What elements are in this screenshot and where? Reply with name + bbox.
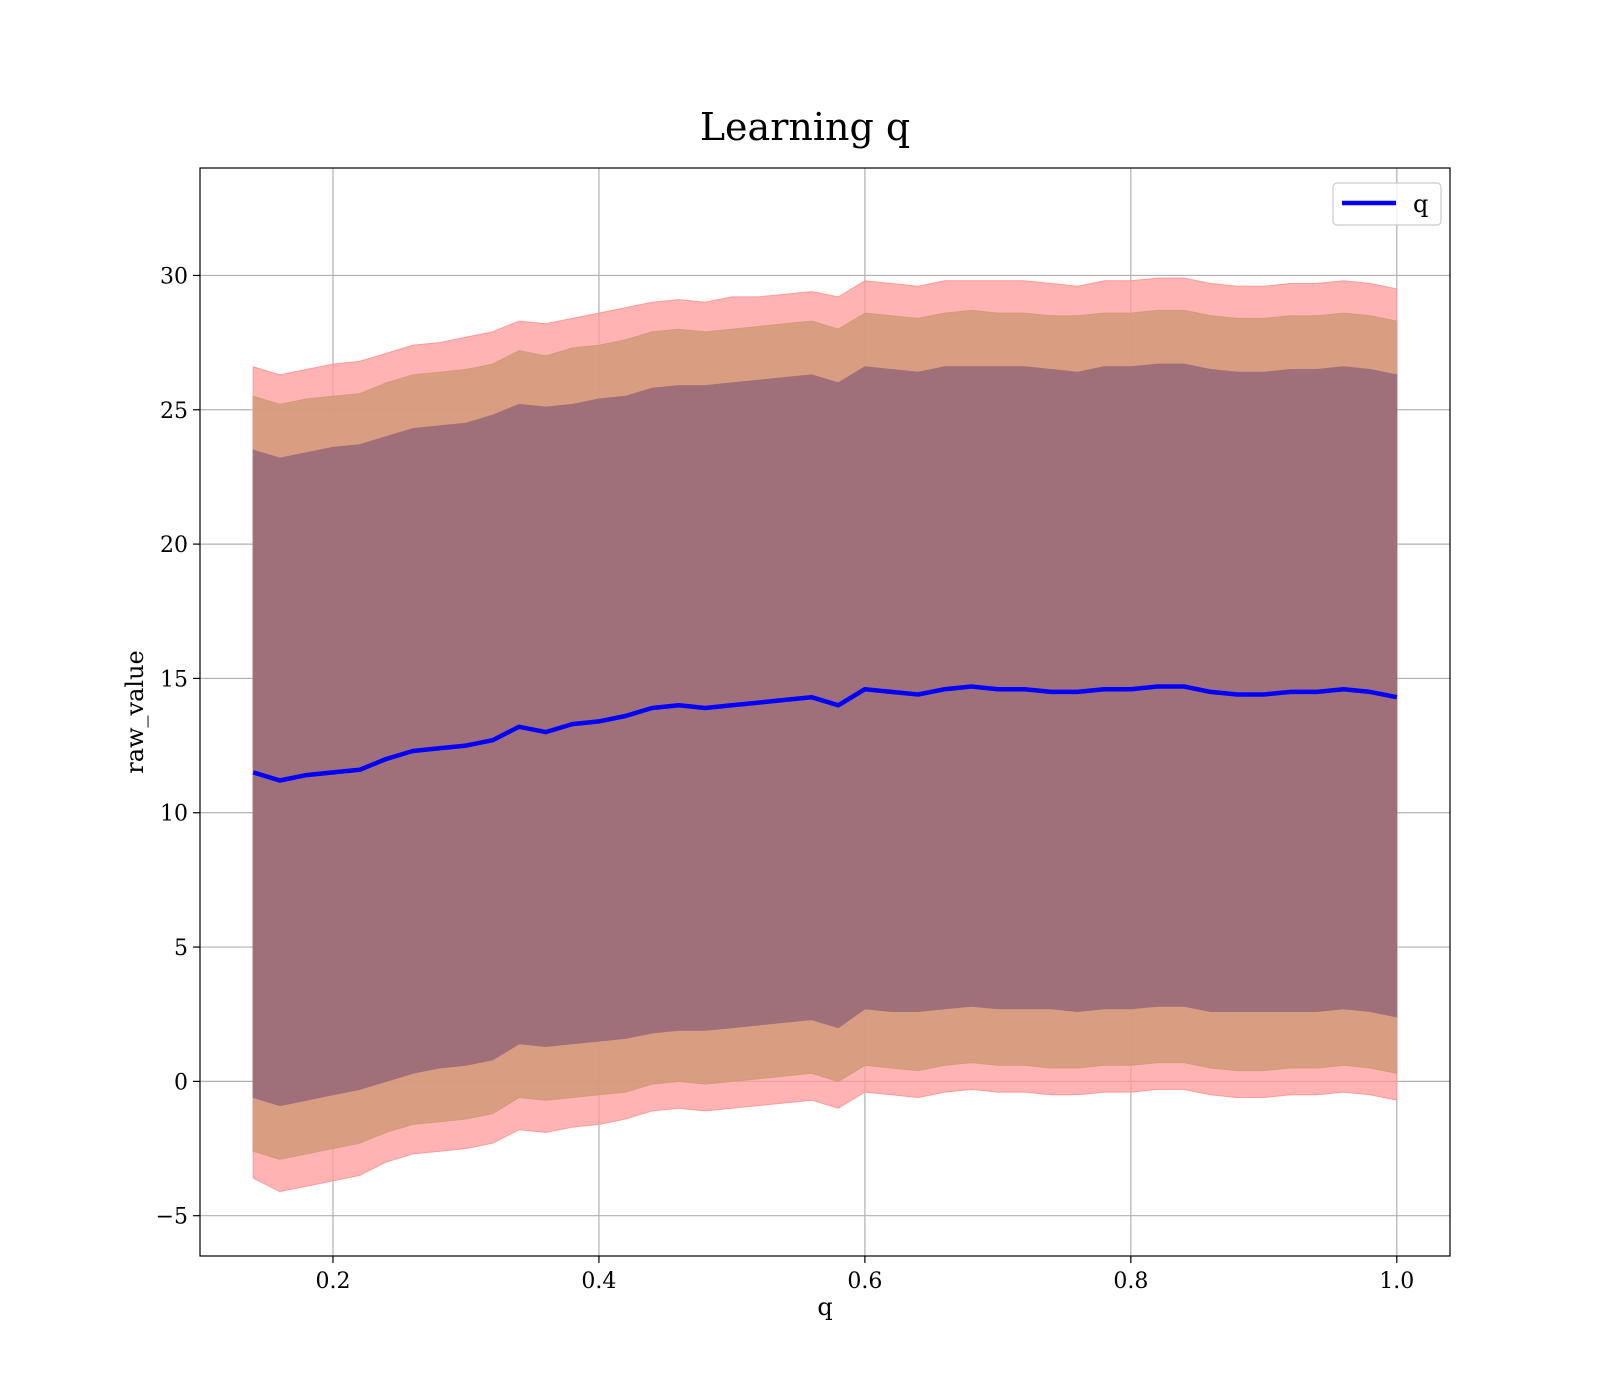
y-tick-label: 20 [160,533,188,558]
legend: q [1332,182,1442,226]
y-tick-label: 15 [160,667,188,692]
confidence-bands [252,277,1398,1193]
x-tick-label: 1.0 [1379,1269,1414,1294]
y-tick-label: 5 [174,936,188,961]
confidence-band [252,363,1398,1107]
x-tick-label: 0.4 [581,1269,616,1294]
y-tick-label: 25 [160,399,188,424]
series-lines [252,684,1398,783]
y-tick-label: 30 [160,264,188,289]
x-tick-label: 0.2 [315,1269,350,1294]
y-tick-label: 10 [160,802,188,827]
legend-label-q: q [1413,190,1428,218]
y-axis-label: raw_value [121,650,149,774]
chart-title: Learning q [700,105,910,149]
x-tick-label: 0.6 [847,1269,882,1294]
y-axis-ticks: −5 0 5 10 15 20 25 30 [156,264,200,1230]
x-axis-ticks: 0.2 0.4 0.6 0.8 1.0 [315,1256,1414,1294]
series-line-q [252,684,1398,783]
x-axis-label: q [817,1293,832,1321]
y-tick-label: 0 [174,1070,188,1095]
y-tick-label: −5 [156,1205,188,1230]
plot-frame [199,167,1451,1257]
x-tick-label: 0.8 [1113,1269,1148,1294]
